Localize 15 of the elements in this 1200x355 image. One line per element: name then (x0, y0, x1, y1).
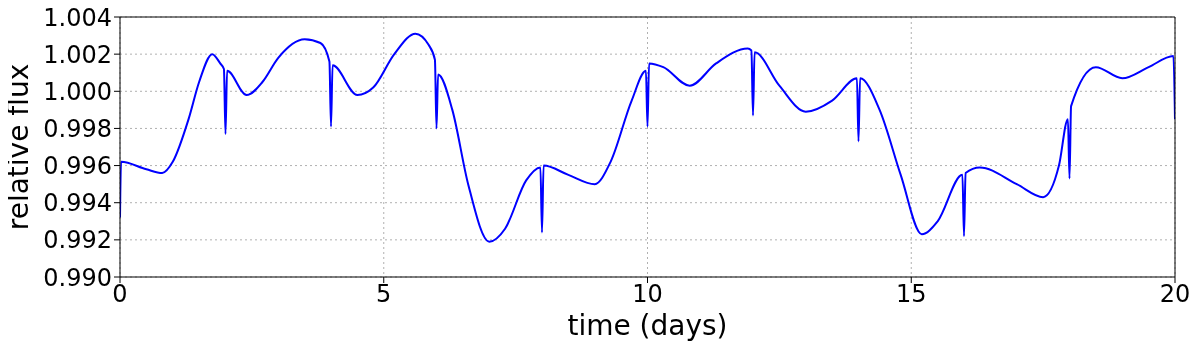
y-tick-label: 1.002 (43, 40, 112, 69)
x-axis-title: time (days) (567, 309, 728, 342)
x-tick-label: 5 (376, 280, 392, 309)
y-tick-label: 1.000 (43, 77, 112, 106)
x-tick-label: 0 (112, 280, 128, 309)
y-tick-label: 0.994 (43, 189, 112, 218)
x-tick-label: 20 (1159, 280, 1191, 309)
y-tick-label: 0.992 (43, 226, 112, 255)
y-tick-label: 0.996 (43, 152, 112, 181)
y-tick-label: 1.004 (43, 3, 112, 32)
x-tick-label: 10 (632, 280, 663, 309)
x-tick-label: 15 (895, 280, 927, 309)
y-tick-label: 0.998 (43, 114, 112, 143)
line-series (120, 32, 1175, 243)
y-tick-label: 0.990 (43, 263, 112, 292)
